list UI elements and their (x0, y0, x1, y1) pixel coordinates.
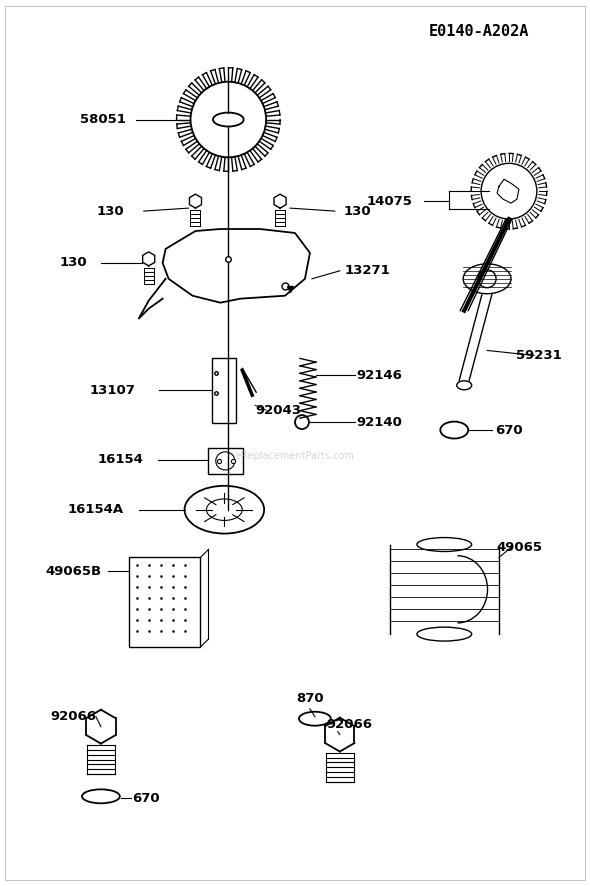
Text: 92140: 92140 (357, 416, 402, 429)
Text: 130: 130 (59, 256, 87, 269)
Text: 58051: 58051 (80, 113, 126, 126)
Text: E0140-A202A: E0140-A202A (429, 24, 529, 39)
Text: 92146: 92146 (357, 369, 402, 382)
Text: 670: 670 (132, 792, 159, 804)
Text: 16154A: 16154A (68, 503, 124, 517)
Text: 92066: 92066 (327, 719, 373, 731)
Text: 13107: 13107 (90, 384, 136, 397)
Text: 92066: 92066 (50, 711, 96, 723)
Text: 49065: 49065 (496, 541, 542, 554)
Text: 13271: 13271 (345, 264, 391, 277)
Text: 92043: 92043 (255, 404, 301, 416)
Text: 130: 130 (344, 205, 372, 218)
Text: 870: 870 (296, 692, 324, 705)
Text: 130: 130 (97, 205, 124, 218)
Text: 49065B: 49065B (45, 565, 101, 578)
Text: 59231: 59231 (516, 349, 562, 361)
Text: 16154: 16154 (98, 454, 144, 466)
Text: 670: 670 (495, 424, 523, 437)
Text: eReplacementParts.com: eReplacementParts.com (235, 451, 355, 461)
Text: 14075: 14075 (366, 195, 412, 207)
